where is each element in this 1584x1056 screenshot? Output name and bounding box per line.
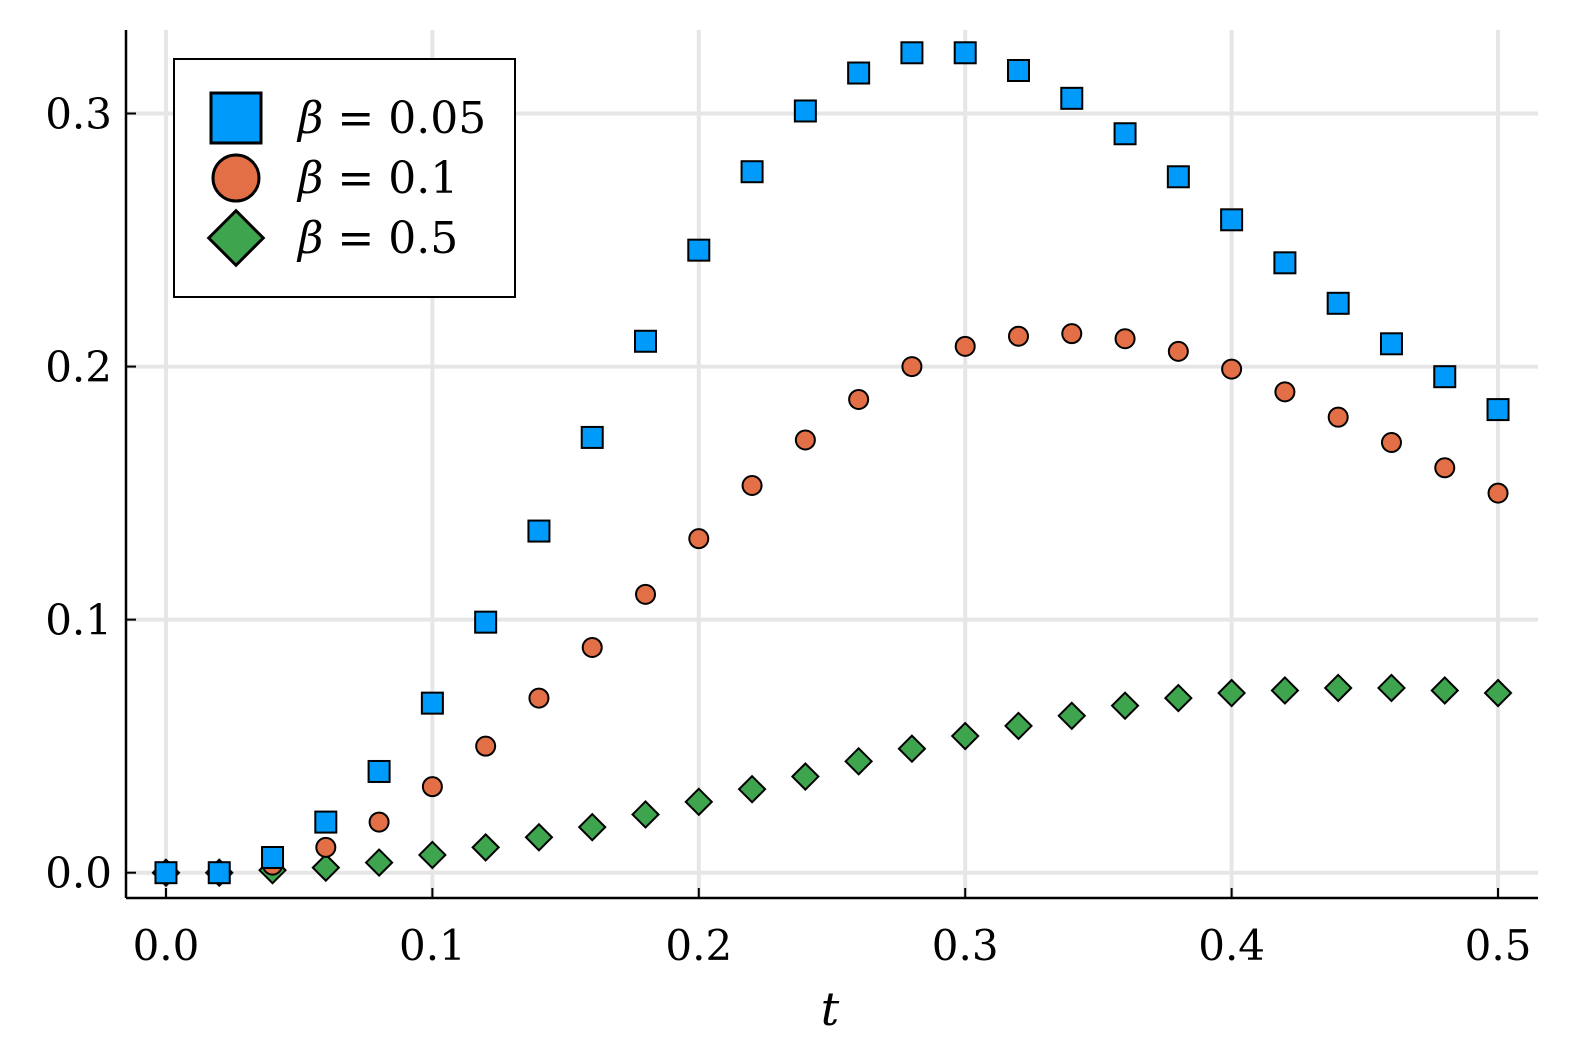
x-tick-label: 0.1 xyxy=(399,921,466,970)
square-point xyxy=(1433,365,1457,389)
circle-point xyxy=(1061,323,1083,345)
diamond-point xyxy=(1163,683,1193,713)
square-point xyxy=(1166,165,1190,189)
square-point xyxy=(1006,58,1030,82)
diamond-point xyxy=(737,774,767,804)
series-circle xyxy=(155,323,1509,884)
x-tick-label: 0.5 xyxy=(1465,921,1532,970)
circle-point xyxy=(1434,457,1456,479)
y-tick-label: 0.3 xyxy=(45,90,112,139)
diamond-point xyxy=(684,787,714,817)
diamond-point xyxy=(417,840,447,870)
x-tick-label: 0.4 xyxy=(1198,921,1265,970)
square-point xyxy=(154,861,178,885)
circle-point xyxy=(1114,328,1136,350)
x-tick-label: 0.3 xyxy=(932,921,999,970)
square-point xyxy=(1220,208,1244,232)
diamond-point xyxy=(1110,691,1140,721)
square-point xyxy=(527,519,551,543)
square-point xyxy=(900,41,924,65)
diamond-point xyxy=(1217,678,1247,708)
legend-marker-circle xyxy=(211,153,261,203)
circle-point xyxy=(688,528,710,550)
circle-point xyxy=(421,776,443,798)
circle-point xyxy=(528,687,550,709)
x-axis-title: t xyxy=(821,982,840,1036)
y-tick-label: 0.0 xyxy=(45,849,112,898)
circle-point xyxy=(954,335,976,357)
x-tick-label: 0.0 xyxy=(133,921,200,970)
square-point xyxy=(1326,291,1350,315)
square-point xyxy=(314,810,338,834)
square-point xyxy=(420,691,444,715)
square-point xyxy=(261,846,285,870)
y-tick-label: 0.2 xyxy=(45,343,112,392)
circle-point xyxy=(901,356,923,378)
circle-point xyxy=(1221,358,1243,380)
square-point xyxy=(687,238,711,262)
tick-labels: 0.0 0.1 0.2 0.3 0.4 0.5 0.0 0.1 0.2 0.3 xyxy=(45,90,1531,970)
series-square xyxy=(154,41,1510,885)
legend-label: β = 0.1 xyxy=(296,153,458,204)
square-point xyxy=(740,160,764,184)
square-point xyxy=(1060,86,1084,110)
square-point xyxy=(1273,251,1297,275)
legend: β = 0.05 β = 0.1 β = 0.5 xyxy=(173,58,516,298)
diamond-point xyxy=(364,848,394,878)
diamond-point xyxy=(1057,701,1087,731)
diamond-point xyxy=(577,812,607,842)
diamond-point xyxy=(790,762,820,791)
legend-label: β = 0.05 xyxy=(296,93,486,144)
square-point xyxy=(1113,122,1137,146)
diamond-point xyxy=(1377,673,1406,703)
circle-point xyxy=(635,583,657,605)
circle-point xyxy=(848,388,870,410)
circle-point xyxy=(1327,406,1349,428)
circle-point xyxy=(368,811,390,833)
circle-point xyxy=(315,836,337,858)
diamond-point xyxy=(524,822,554,852)
data-markers xyxy=(151,41,1513,888)
diamond-point xyxy=(1430,676,1460,705)
square-point xyxy=(634,329,658,353)
diamond-point xyxy=(1270,676,1300,705)
square-point xyxy=(207,861,231,885)
circle-point xyxy=(475,735,497,757)
circle-point xyxy=(1380,431,1402,453)
square-point xyxy=(953,41,977,65)
diamond-point xyxy=(471,832,501,862)
circle-point xyxy=(1007,325,1029,347)
square-point xyxy=(474,610,498,634)
axes xyxy=(124,30,1538,900)
diamond-point xyxy=(311,853,341,883)
diamond-point xyxy=(1323,673,1353,703)
legend-marker-square xyxy=(209,91,263,145)
y-tick-label: 0.1 xyxy=(45,596,112,645)
diamond-point xyxy=(1483,678,1513,708)
legend-label: β = 0.5 xyxy=(296,213,458,264)
circle-point xyxy=(1167,340,1189,362)
diamond-point xyxy=(950,721,980,751)
square-point xyxy=(367,759,391,783)
diamond-point xyxy=(1004,711,1033,741)
square-point xyxy=(847,61,871,85)
square-point xyxy=(793,99,817,123)
circle-point xyxy=(741,475,763,497)
circle-point xyxy=(581,636,603,658)
diamond-point xyxy=(897,734,927,764)
diamond-point xyxy=(631,800,660,829)
diamond-point xyxy=(844,746,874,776)
square-point xyxy=(580,425,604,449)
legend-marker-diamond xyxy=(206,208,266,268)
circle-point xyxy=(1274,381,1296,403)
series-diamond xyxy=(151,673,1513,888)
circle-point xyxy=(794,429,816,451)
square-point xyxy=(1486,398,1510,422)
square-point xyxy=(1379,332,1403,356)
x-tick-label: 0.2 xyxy=(665,921,732,970)
circle-point xyxy=(1487,482,1509,504)
